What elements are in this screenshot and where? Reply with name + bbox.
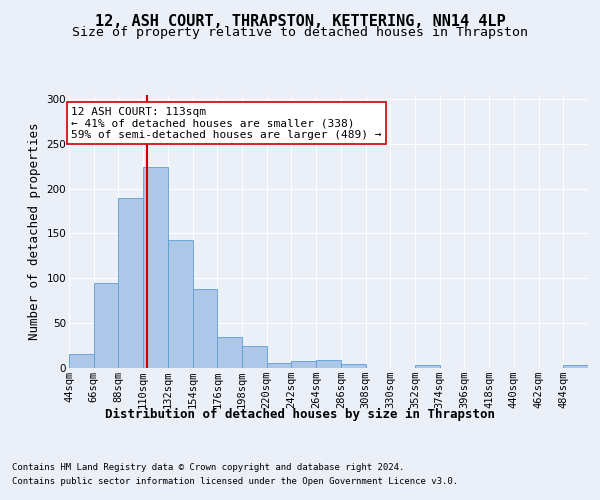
Text: Contains public sector information licensed under the Open Government Licence v3: Contains public sector information licen… (12, 478, 458, 486)
Bar (563, 365, 588, 368)
Bar (267, 363, 292, 368)
Bar (143, 168, 168, 368)
Bar (69, 354, 94, 368)
Bar (292, 361, 316, 368)
Bar (94, 282, 118, 368)
Bar (193, 289, 217, 368)
Bar (415, 365, 440, 368)
Bar (118, 198, 143, 368)
Text: Contains HM Land Registry data © Crown copyright and database right 2024.: Contains HM Land Registry data © Crown c… (12, 462, 404, 471)
Bar (242, 346, 267, 368)
Text: 12 ASH COURT: 113sqm
← 41% of detached houses are smaller (338)
59% of semi-deta: 12 ASH COURT: 113sqm ← 41% of detached h… (71, 106, 382, 140)
Y-axis label: Number of detached properties: Number of detached properties (28, 122, 41, 340)
Bar (341, 364, 365, 368)
Text: Size of property relative to detached houses in Thrapston: Size of property relative to detached ho… (72, 26, 528, 39)
Bar (168, 240, 193, 368)
Text: 12, ASH COURT, THRAPSTON, KETTERING, NN14 4LP: 12, ASH COURT, THRAPSTON, KETTERING, NN1… (95, 14, 505, 29)
Bar (316, 360, 341, 368)
Bar (217, 337, 242, 368)
Text: Distribution of detached houses by size in Thrapston: Distribution of detached houses by size … (105, 408, 495, 420)
